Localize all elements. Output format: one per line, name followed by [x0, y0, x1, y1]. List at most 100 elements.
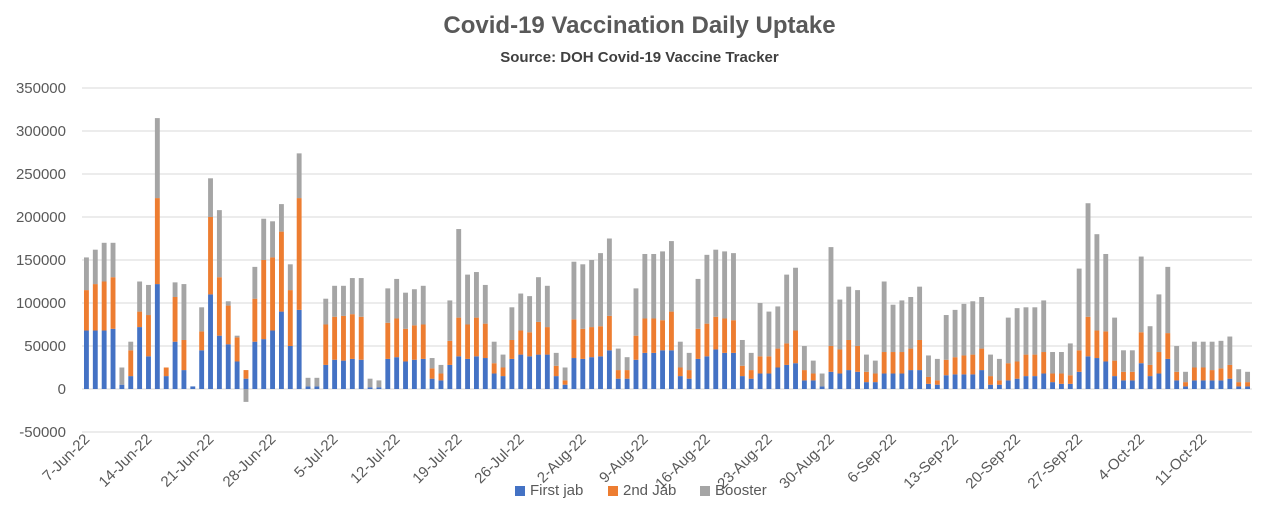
second-jab-bar: [287, 290, 293, 346]
booster-bar: [1191, 341, 1197, 368]
x-tick-label: 12-Jul-22: [347, 431, 403, 487]
bars: [83, 118, 1251, 402]
chart-title: Covid-19 Vaccination Daily Uptake: [443, 12, 836, 39]
first-jab-bar: [651, 352, 657, 389]
first-jab-bar: [757, 373, 763, 389]
first-jab-bar: [163, 376, 169, 389]
first-jab-bar: [695, 358, 701, 389]
second-jab-bar: [881, 352, 887, 374]
first-jab-bar: [1218, 380, 1224, 389]
second-jab-bar: [1138, 332, 1144, 364]
booster-bar: [863, 354, 869, 372]
second-jab-bar: [1191, 367, 1197, 381]
x-tick-label: 14-Jun-22: [96, 431, 156, 491]
first-jab-bar: [172, 341, 178, 389]
first-jab-bar: [1014, 378, 1020, 389]
first-jab-bar: [411, 359, 417, 389]
second-jab-bar: [403, 328, 408, 362]
first-jab-bar: [553, 376, 559, 389]
second-jab-bar: [349, 314, 355, 359]
second-jab-bar: [225, 305, 231, 345]
second-jab-bar: [199, 331, 205, 351]
booster-bar: [677, 341, 683, 368]
first-jab-bar: [810, 380, 816, 389]
first-jab-bar: [1023, 376, 1029, 389]
booster-bar: [580, 264, 586, 329]
first-jab-bar: [341, 360, 346, 389]
first-jab-bar: [287, 346, 293, 389]
first-jab-bar: [305, 386, 311, 389]
booster-bar: [988, 354, 993, 377]
first-jab-bar: [890, 373, 896, 389]
booster-bar: [411, 289, 417, 326]
booster-bar: [713, 249, 719, 317]
booster-bar: [1112, 317, 1118, 361]
second-jab-bar: [500, 367, 506, 377]
booster-bar: [757, 303, 763, 357]
second-jab-bar: [748, 370, 754, 379]
booster-bar: [1209, 341, 1215, 371]
first-jab-legend-label: First jab: [530, 482, 583, 499]
booster-bar: [252, 266, 258, 299]
booster-bar: [766, 311, 772, 357]
first-jab-bar: [527, 356, 533, 389]
booster-bar: [979, 296, 985, 349]
booster-bar: [660, 251, 666, 321]
first-jab-bar: [819, 386, 825, 389]
first-jab-bar: [1032, 376, 1038, 389]
first-jab-bar: [970, 374, 976, 389]
booster-bar: [137, 281, 143, 312]
second-jab-bar: [988, 376, 993, 385]
first-jab-bar: [704, 356, 710, 389]
y-tick-label: 100000: [16, 295, 66, 312]
first-jab-bar: [367, 387, 373, 389]
booster-bar: [385, 288, 391, 323]
first-jab-bar: [784, 364, 790, 389]
second-jab-bar: [358, 316, 364, 360]
second-jab-bar: [660, 320, 666, 351]
booster-bar: [926, 355, 931, 377]
second-jab-bar: [509, 339, 515, 359]
second-jab-bar: [1103, 331, 1109, 362]
second-jab-bar: [580, 328, 586, 359]
booster-bar: [722, 251, 728, 319]
second-jab-bar: [385, 322, 391, 359]
second-jab-bar: [695, 328, 701, 359]
second-jab-bar: [899, 352, 905, 374]
second-jab-bar: [1245, 382, 1251, 387]
first-jab-bar: [979, 370, 985, 389]
second-jab-bar: [1023, 354, 1029, 377]
second-jab-bar: [1085, 316, 1091, 357]
second-jab-bar: [996, 380, 1002, 385]
second-jab-bar: [1041, 352, 1047, 374]
first-jab-bar: [252, 341, 258, 389]
x-tick-label: 27-Sep-22: [1024, 431, 1086, 493]
second-jab-bar: [934, 380, 940, 385]
second-jab-bar: [784, 343, 790, 365]
first-jab-bar: [216, 335, 222, 389]
booster-bar: [1138, 256, 1144, 333]
booster-bar: [234, 335, 240, 338]
second-jab-bar: [722, 318, 728, 353]
y-tick-label: 0: [58, 381, 66, 398]
first-jab-bar: [934, 384, 940, 389]
second-jab-bar: [128, 350, 134, 377]
second-jab-bar: [491, 363, 497, 374]
first-jab-bar: [1041, 373, 1047, 389]
x-tick-label: 13-Sep-22: [900, 431, 962, 493]
booster-bar: [553, 352, 559, 366]
booster-bar: [970, 301, 976, 355]
x-tick-label: 30-Aug-22: [776, 431, 838, 493]
booster-bar: [119, 367, 125, 385]
second-jab-bar: [615, 370, 621, 379]
booster-bar: [952, 309, 958, 358]
first-jab-bar: [456, 356, 462, 389]
second-jab-bar: [766, 356, 772, 374]
first-jab-bar: [385, 358, 391, 389]
first-jab-bar: [828, 371, 834, 389]
x-tick-label: 4-Oct-22: [1095, 431, 1148, 484]
second-jab-legend-label: 2nd Jab: [623, 482, 676, 499]
x-tick-label: 9-Aug-22: [596, 431, 652, 487]
second-jab-bar: [154, 198, 160, 285]
